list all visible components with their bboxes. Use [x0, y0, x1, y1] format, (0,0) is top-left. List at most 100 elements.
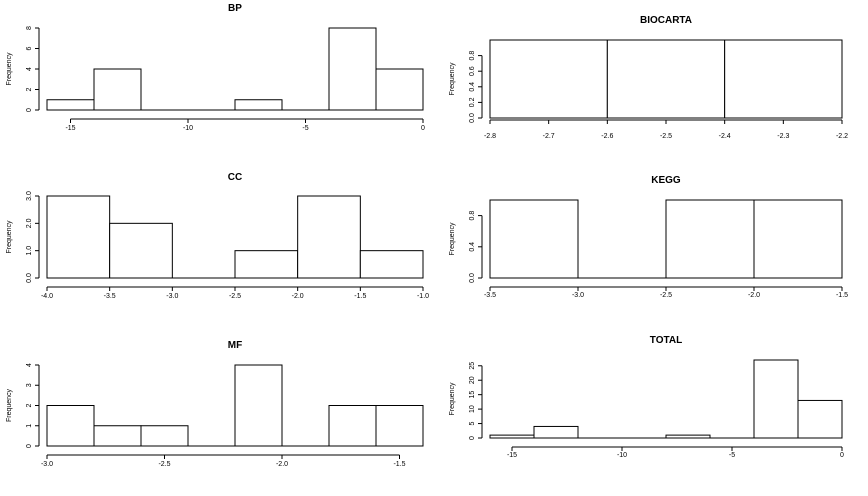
- x-tick-label: -2.8: [484, 133, 496, 140]
- y-tick-label: 0.4: [469, 242, 476, 252]
- y-axis-label: Frequency: [449, 62, 456, 96]
- y-tick-label: 4: [26, 363, 33, 367]
- histogram-bar: [297, 195, 361, 279]
- histogram-bar: [234, 364, 283, 447]
- histogram-panel-mf: MF Frequency -3.0 -2.5 -2.0 -1.5 0 1 2 3 4: [6, 340, 424, 468]
- panel-title: KEGG: [651, 175, 681, 186]
- panel-title: TOTAL: [650, 335, 682, 346]
- y-tick-label: 25: [469, 362, 476, 370]
- histogram-bar: [797, 399, 843, 439]
- histogram-bar: [753, 359, 799, 439]
- histogram-bar: [665, 434, 711, 439]
- histogram-bar: [489, 199, 579, 279]
- x-tick-label: -2.7: [543, 133, 555, 140]
- y-axis-label: Frequency: [449, 382, 456, 416]
- y-tick-label: 0.0: [26, 273, 33, 283]
- x-tick-label: -15: [65, 125, 75, 132]
- y-axis-label: Frequency: [449, 222, 456, 256]
- y-tick-label: 1: [26, 424, 33, 428]
- x-tick-label: 0: [840, 452, 844, 459]
- y-tick-label: 2: [26, 403, 33, 407]
- y-tick-label: 1.0: [26, 246, 33, 256]
- histogram-panel-biocarta: BIOCARTA Frequency -2.8 -2.7 -2.6 -2.5 -2.4 -2.…: [449, 15, 848, 140]
- histogram-bar: [375, 405, 424, 447]
- x-tick-label: -2.3: [777, 133, 789, 140]
- panel-title: BIOCARTA: [640, 15, 692, 26]
- histogram-panel-cc: CC Frequency -4.0 -3.5 -3.0 -2.5 -2.0 -1.5 -1.0 0…: [6, 172, 429, 300]
- x-tick-label: -3.5: [104, 293, 116, 300]
- histogram-panel-kegg: KEGG Frequency -3.5 -3.0 -2.5 -2.0 -1.5 0.0 0.4 0…: [449, 175, 848, 299]
- x-tick-label: -3.0: [41, 461, 53, 468]
- x-tick-label: -1.0: [417, 293, 429, 300]
- y-tick-label: 0.0: [469, 273, 476, 283]
- histogram-bar: [109, 222, 173, 279]
- y-tick-label: 0.6: [469, 66, 476, 76]
- histogram-bar: [359, 250, 424, 279]
- y-tick-label: 3.0: [26, 191, 33, 201]
- y-tick-label: 0: [26, 108, 33, 112]
- y-axis-label: Frequency: [6, 388, 13, 422]
- panel-title: CC: [228, 172, 242, 183]
- y-tick-label: 4: [26, 67, 33, 71]
- y-tick-label: 2.0: [26, 218, 33, 228]
- histogram-bar: [93, 425, 142, 447]
- y-axis-label: Frequency: [6, 220, 13, 254]
- histogram-bar: [234, 250, 299, 279]
- x-tick-label: -15: [507, 452, 517, 459]
- x-tick-label: -2.6: [601, 133, 613, 140]
- panel-title: MF: [228, 340, 242, 351]
- x-tick-label: -2.0: [292, 293, 304, 300]
- y-tick-label: 15: [469, 391, 476, 399]
- panel-title: BP: [228, 3, 242, 14]
- x-tick-label: -1.5: [393, 461, 405, 468]
- x-tick-label: -2.5: [229, 293, 241, 300]
- x-tick-label: -5: [302, 125, 308, 132]
- x-tick-label: -3.5: [484, 292, 496, 299]
- y-tick-label: 3: [26, 383, 33, 387]
- y-tick-label: 0.2: [469, 97, 476, 107]
- x-tick-label: -5: [729, 452, 735, 459]
- y-tick-label: 0: [469, 436, 476, 440]
- x-tick-label: -3.0: [166, 293, 178, 300]
- histogram-bar: [606, 39, 726, 119]
- y-tick-label: 20: [469, 376, 476, 384]
- histogram-bar: [328, 405, 377, 447]
- x-tick-label: -2.4: [719, 133, 731, 140]
- y-tick-label: 0.4: [469, 82, 476, 92]
- x-tick-label: -2.2: [836, 133, 848, 140]
- x-tick-label: -3.0: [572, 292, 584, 299]
- x-tick-label: -10: [617, 452, 627, 459]
- histogram-bar: [375, 68, 424, 111]
- histogram-bar: [234, 99, 283, 111]
- histogram-bar: [489, 39, 608, 119]
- x-tick-label: -10: [183, 125, 193, 132]
- y-tick-label: 2: [26, 87, 33, 91]
- y-tick-label: 0: [26, 444, 33, 448]
- histogram-bar: [724, 39, 843, 119]
- x-tick-label: -1.5: [354, 293, 366, 300]
- y-tick-label: 0.8: [469, 51, 476, 61]
- x-tick-label: -2.5: [660, 133, 672, 140]
- y-tick-label: 10: [469, 405, 476, 413]
- histogram-bar: [665, 199, 755, 279]
- histogram-bar: [533, 425, 579, 439]
- histogram-bar: [140, 425, 189, 447]
- histogram-bar: [46, 195, 111, 279]
- y-axis-label: Frequency: [6, 52, 13, 86]
- y-tick-label: 0.0: [469, 113, 476, 123]
- y-tick-label: 8: [26, 26, 33, 30]
- y-tick-label: 0.8: [469, 211, 476, 221]
- x-tick-label: -2.0: [276, 461, 288, 468]
- histogram-bar: [753, 199, 843, 279]
- x-tick-label: -2.0: [748, 292, 760, 299]
- x-tick-label: -1.5: [836, 292, 848, 299]
- histogram-bar: [46, 405, 95, 447]
- y-tick-label: 6: [26, 46, 33, 50]
- histogram-bar: [93, 68, 142, 111]
- x-tick-label: -2.5: [158, 461, 170, 468]
- histogram-panel-total: TOTAL Frequency -15 -10 -5 0 0 5 10 15 20 25: [449, 335, 844, 459]
- histogram-bar: [489, 434, 535, 439]
- histogram-bar: [328, 27, 377, 111]
- histogram-panel-bp: BP Frequency -15 -10 -5 0 0 2 4 6 8: [6, 3, 425, 132]
